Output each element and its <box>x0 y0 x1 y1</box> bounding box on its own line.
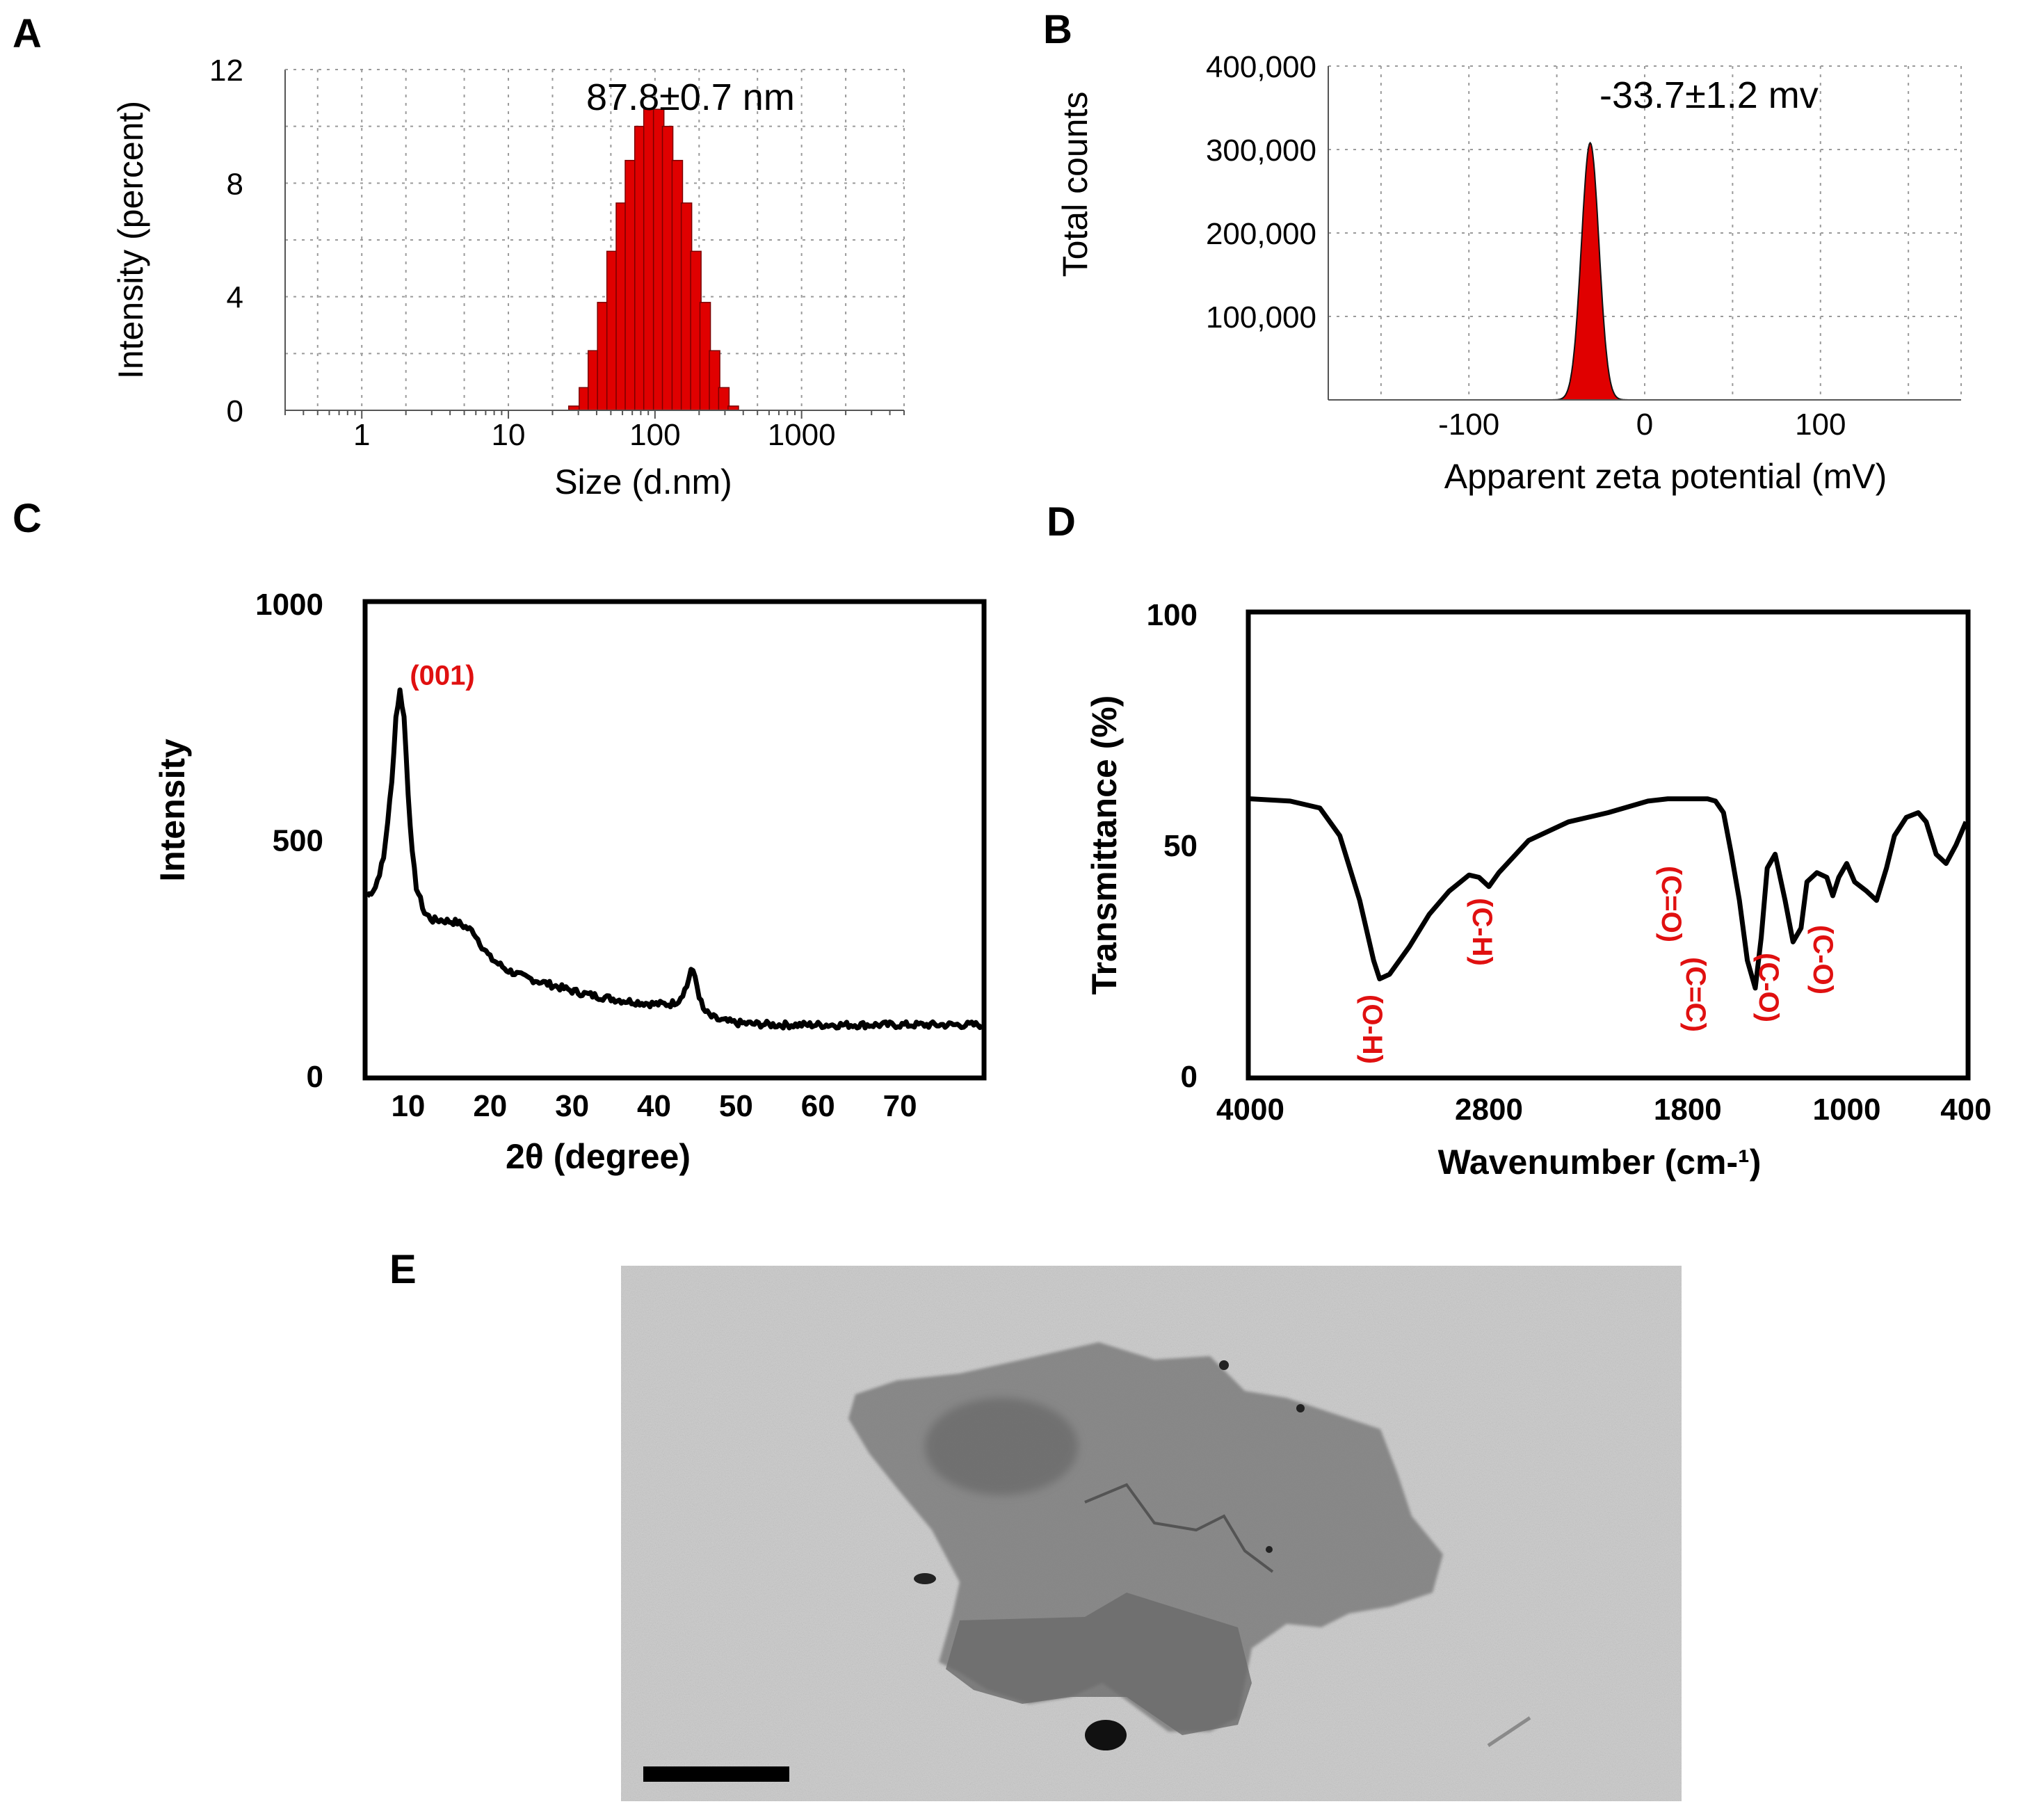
histogram-bar <box>624 159 636 411</box>
x-tick-label: 40 <box>637 1089 671 1123</box>
chart-c-pattern-line <box>365 687 984 1031</box>
y-tick-label: 0 <box>307 1060 323 1094</box>
chart-a-axes <box>284 69 905 419</box>
chart-b-annotation: -33.7±1.2 mv <box>1599 74 1819 116</box>
x-tick-label: 60 <box>801 1089 835 1123</box>
y-tick-label: 8 <box>227 167 243 201</box>
tem-debris <box>1487 1716 1531 1748</box>
chart-a-bars <box>568 108 739 411</box>
band-label: (C-O) <box>1807 925 1838 994</box>
band-label: (C=O) <box>1656 866 1686 942</box>
chart-b-tick-labels: -100 0 100 100,000 200,000 300,000 400,000 <box>1206 50 1846 442</box>
zeta-peak-area <box>1546 141 1634 401</box>
chart-d-ylabel: Transmittance (%) <box>1085 695 1124 995</box>
x-tick-label: 10 <box>492 418 526 452</box>
chart-b-grid <box>1328 65 1961 400</box>
x-tick-label: -100 <box>1438 408 1499 442</box>
band-label: (C-H) <box>1467 898 1497 966</box>
tem-fold <box>946 1593 1252 1735</box>
chart-c-xlabel: 2θ (degree) <box>506 1137 691 1176</box>
chart-c-ylabel: Intensity <box>153 739 192 882</box>
chart-a-ylabel: Intensity (percent) <box>111 101 150 379</box>
y-tick-label: 4 <box>227 281 243 315</box>
x-tick-label: 10 <box>391 1089 425 1123</box>
panel-letter-b: B <box>1043 7 1072 52</box>
panel-letter-a: A <box>13 11 42 56</box>
panel-letter-d: D <box>1047 499 1076 545</box>
x-tick-label: 400 <box>1940 1093 1991 1127</box>
chart-d-xlabel: Wavenumber (cm-¹) <box>1438 1143 1762 1182</box>
chart-b-ylabel: Total counts <box>1056 92 1095 277</box>
y-tick-label: 12 <box>209 54 243 88</box>
x-tick-label: 70 <box>883 1089 917 1123</box>
x-tick-label: 0 <box>1636 408 1653 442</box>
panel-letter-e: E <box>389 1247 417 1292</box>
x-tick-label: 4000 <box>1216 1093 1284 1127</box>
y-tick-label: 500 <box>273 824 323 858</box>
chart-b-xlabel: Apparent zeta potential (mV) <box>1444 457 1887 496</box>
chart-a-tick-labels: 1 10 100 1000 0 4 8 12 <box>209 54 836 452</box>
y-tick-label: 100 <box>1147 598 1198 632</box>
chart-c-tick-labels: 10 20 30 40 50 60 70 0 500 1000 <box>255 588 917 1123</box>
tem-particle-small <box>914 1573 936 1584</box>
y-tick-label: 200,000 <box>1206 217 1316 251</box>
x-tick-label: 1000 <box>1813 1093 1881 1127</box>
tem-edge-line <box>1084 1483 1274 1573</box>
tem-particle <box>1085 1720 1127 1750</box>
chart-d-spectrum-line <box>1250 796 1969 991</box>
chart-b-axes <box>1328 66 1962 401</box>
x-tick-label: 100 <box>629 418 680 452</box>
band-label: (O-H) <box>1357 994 1387 1064</box>
chart-d-band-labels: (O-H) (C-H) (C=O) (C=C) (C-O) (C-O) <box>1357 866 1838 1064</box>
band-label: (C-O) <box>1753 953 1784 1022</box>
x-tick-label: 50 <box>719 1089 753 1123</box>
panel-letter-c: C <box>13 496 42 541</box>
tem-dark-region <box>925 1398 1078 1495</box>
y-tick-label: 0 <box>1181 1060 1198 1094</box>
x-tick-label: 1800 <box>1654 1093 1722 1127</box>
histogram-bar <box>643 108 655 411</box>
y-tick-label: 0 <box>227 394 243 428</box>
y-tick-label: 50 <box>1163 829 1198 863</box>
tem-dot <box>1296 1404 1305 1412</box>
x-tick-label: 20 <box>473 1089 507 1123</box>
x-tick-label: 1 <box>353 418 370 452</box>
chart-b: -100 0 100 100,000 200,000 300,000 400,000 -33… <box>1056 50 1962 496</box>
scale-bar <box>643 1766 789 1782</box>
x-tick-label: 2800 <box>1455 1093 1523 1127</box>
x-tick-label: 30 <box>555 1089 589 1123</box>
y-tick-label: 100,000 <box>1206 300 1316 335</box>
y-tick-label: 300,000 <box>1206 134 1316 168</box>
x-tick-label: 100 <box>1795 408 1846 442</box>
chart-c: 10 20 30 40 50 60 70 0 500 1000 (001) 2θ (degree)… <box>153 588 987 1176</box>
tem-micrograph <box>621 1266 1682 1801</box>
chart-a-xlabel: Size (d.nm) <box>554 462 732 501</box>
chart-d-frame <box>1246 609 1971 1081</box>
y-tick-label: 400,000 <box>1206 50 1316 84</box>
tem-dot <box>1266 1546 1273 1553</box>
tem-dot <box>1219 1360 1229 1370</box>
histogram-bar <box>661 125 674 411</box>
chart-c-frame <box>362 599 987 1081</box>
band-label: (C=C) <box>1680 957 1711 1032</box>
chart-a-annotation: 87.8±0.7 nm <box>586 76 795 118</box>
chart-b-peak <box>1546 141 1634 401</box>
x-tick-label: 1000 <box>768 418 836 452</box>
y-tick-label: 1000 <box>255 588 323 622</box>
chart-c-peak-label: (001) <box>410 661 474 691</box>
